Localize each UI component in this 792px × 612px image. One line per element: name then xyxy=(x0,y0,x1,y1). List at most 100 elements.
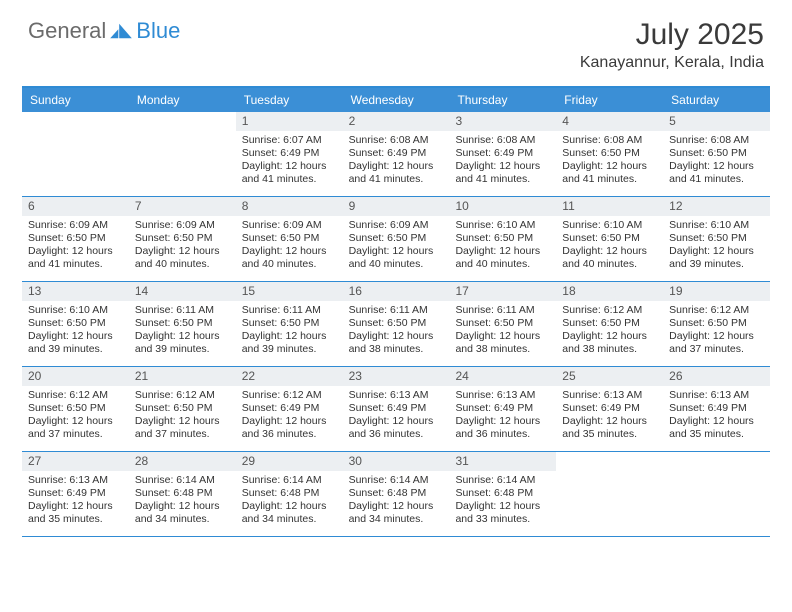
sunrise-line: Sunrise: 6:09 AM xyxy=(28,219,123,232)
sunset-line: Sunset: 6:48 PM xyxy=(135,487,230,500)
daylight-line: Daylight: 12 hours and 41 minutes. xyxy=(242,160,337,186)
week-row: 6Sunrise: 6:09 AMSunset: 6:50 PMDaylight… xyxy=(22,197,770,282)
day-cell-body: Sunrise: 6:12 AMSunset: 6:50 PMDaylight:… xyxy=(556,301,663,361)
day-number: 27 xyxy=(22,452,129,471)
sunset-line: Sunset: 6:50 PM xyxy=(28,402,123,415)
daylight-line: Daylight: 12 hours and 41 minutes. xyxy=(669,160,764,186)
day-cell: 17Sunrise: 6:11 AMSunset: 6:50 PMDayligh… xyxy=(449,282,556,366)
sunset-line: Sunset: 6:50 PM xyxy=(349,232,444,245)
sunrise-line: Sunrise: 6:12 AM xyxy=(28,389,123,402)
sunset-line: Sunset: 6:49 PM xyxy=(349,147,444,160)
day-header-row: SundayMondayTuesdayWednesdayThursdayFrid… xyxy=(22,88,770,112)
sunset-line: Sunset: 6:49 PM xyxy=(28,487,123,500)
day-number: 21 xyxy=(129,367,236,386)
sunrise-line: Sunrise: 6:11 AM xyxy=(455,304,550,317)
day-cell: 21Sunrise: 6:12 AMSunset: 6:50 PMDayligh… xyxy=(129,367,236,451)
day-cell-body: Sunrise: 6:14 AMSunset: 6:48 PMDaylight:… xyxy=(449,471,556,531)
sunset-line: Sunset: 6:48 PM xyxy=(349,487,444,500)
day-cell-body: Sunrise: 6:13 AMSunset: 6:49 PMDaylight:… xyxy=(449,386,556,446)
day-cell: 22Sunrise: 6:12 AMSunset: 6:49 PMDayligh… xyxy=(236,367,343,451)
sunrise-line: Sunrise: 6:08 AM xyxy=(349,134,444,147)
day-header: Thursday xyxy=(449,88,556,112)
day-number: 19 xyxy=(663,282,770,301)
day-cell: 6Sunrise: 6:09 AMSunset: 6:50 PMDaylight… xyxy=(22,197,129,281)
daylight-line: Daylight: 12 hours and 40 minutes. xyxy=(455,245,550,271)
daylight-line: Daylight: 12 hours and 36 minutes. xyxy=(242,415,337,441)
sunrise-line: Sunrise: 6:13 AM xyxy=(349,389,444,402)
sunset-line: Sunset: 6:50 PM xyxy=(562,147,657,160)
sunrise-line: Sunrise: 6:14 AM xyxy=(135,474,230,487)
day-cell-body: Sunrise: 6:11 AMSunset: 6:50 PMDaylight:… xyxy=(236,301,343,361)
day-cell-body: Sunrise: 6:08 AMSunset: 6:50 PMDaylight:… xyxy=(663,131,770,191)
day-number: 6 xyxy=(22,197,129,216)
daylight-line: Daylight: 12 hours and 34 minutes. xyxy=(349,500,444,526)
day-cell: 2Sunrise: 6:08 AMSunset: 6:49 PMDaylight… xyxy=(343,112,450,196)
day-cell: 24Sunrise: 6:13 AMSunset: 6:49 PMDayligh… xyxy=(449,367,556,451)
week-row: 1Sunrise: 6:07 AMSunset: 6:49 PMDaylight… xyxy=(22,112,770,197)
day-cell-body: Sunrise: 6:13 AMSunset: 6:49 PMDaylight:… xyxy=(343,386,450,446)
day-number: 20 xyxy=(22,367,129,386)
day-header: Tuesday xyxy=(236,88,343,112)
day-cell: 26Sunrise: 6:13 AMSunset: 6:49 PMDayligh… xyxy=(663,367,770,451)
sunset-line: Sunset: 6:49 PM xyxy=(455,402,550,415)
daylight-line: Daylight: 12 hours and 39 minutes. xyxy=(242,330,337,356)
day-number: 9 xyxy=(343,197,450,216)
day-number: 25 xyxy=(556,367,663,386)
sunset-line: Sunset: 6:48 PM xyxy=(242,487,337,500)
day-cell: 7Sunrise: 6:09 AMSunset: 6:50 PMDaylight… xyxy=(129,197,236,281)
day-cell-body: Sunrise: 6:09 AMSunset: 6:50 PMDaylight:… xyxy=(236,216,343,276)
day-cell: 16Sunrise: 6:11 AMSunset: 6:50 PMDayligh… xyxy=(343,282,450,366)
sunset-line: Sunset: 6:50 PM xyxy=(135,232,230,245)
day-cell-body: Sunrise: 6:11 AMSunset: 6:50 PMDaylight:… xyxy=(449,301,556,361)
day-cell: 3Sunrise: 6:08 AMSunset: 6:49 PMDaylight… xyxy=(449,112,556,196)
day-header: Friday xyxy=(556,88,663,112)
sunset-line: Sunset: 6:49 PM xyxy=(242,402,337,415)
daylight-line: Daylight: 12 hours and 40 minutes. xyxy=(135,245,230,271)
sunrise-line: Sunrise: 6:13 AM xyxy=(562,389,657,402)
sunset-line: Sunset: 6:50 PM xyxy=(242,232,337,245)
sunrise-line: Sunrise: 6:10 AM xyxy=(28,304,123,317)
day-cell: 20 Sunrise: 6:12 AMSunset: 6:50 PMDayligh… xyxy=(22,367,129,451)
sunrise-line: Sunrise: 6:09 AM xyxy=(242,219,337,232)
day-cell-body: Sunrise: 6:13 AMSunset: 6:49 PMDaylight:… xyxy=(22,471,129,531)
day-number: 17 xyxy=(449,282,556,301)
day-header: Saturday xyxy=(663,88,770,112)
sunset-line: Sunset: 6:50 PM xyxy=(135,317,230,330)
day-number: 8 xyxy=(236,197,343,216)
day-number: 23 xyxy=(343,367,450,386)
sunset-line: Sunset: 6:49 PM xyxy=(242,147,337,160)
header: General Blue July 2025 Kanayannur, Keral… xyxy=(0,0,792,80)
daylight-line: Daylight: 12 hours and 37 minutes. xyxy=(135,415,230,441)
daylight-line: Daylight: 12 hours and 36 minutes. xyxy=(349,415,444,441)
sunrise-line: Sunrise: 6:13 AM xyxy=(669,389,764,402)
daylight-line: Daylight: 12 hours and 37 minutes. xyxy=(28,415,123,441)
day-cell: 30Sunrise: 6:14 AMSunset: 6:48 PMDayligh… xyxy=(343,452,450,536)
day-number xyxy=(129,112,236,131)
sunset-line: Sunset: 6:50 PM xyxy=(669,147,764,160)
sunrise-line: Sunrise: 6:12 AM xyxy=(562,304,657,317)
sunrise-line: Sunrise: 6:14 AM xyxy=(455,474,550,487)
day-cell xyxy=(663,452,770,536)
sunset-line: Sunset: 6:49 PM xyxy=(669,402,764,415)
daylight-line: Daylight: 12 hours and 40 minutes. xyxy=(242,245,337,271)
day-number: 12 xyxy=(663,197,770,216)
sunrise-line: Sunrise: 6:11 AM xyxy=(349,304,444,317)
day-number xyxy=(22,112,129,131)
day-cell: 9Sunrise: 6:09 AMSunset: 6:50 PMDaylight… xyxy=(343,197,450,281)
day-header: Sunday xyxy=(22,88,129,112)
day-cell-body: Sunrise: 6:14 AMSunset: 6:48 PMDaylight:… xyxy=(129,471,236,531)
day-cell: 19Sunrise: 6:12 AMSunset: 6:50 PMDayligh… xyxy=(663,282,770,366)
week-row: 13Sunrise: 6:10 AMSunset: 6:50 PMDayligh… xyxy=(22,282,770,367)
day-cell: 18Sunrise: 6:12 AMSunset: 6:50 PMDayligh… xyxy=(556,282,663,366)
location-text: Kanayannur, Kerala, India xyxy=(580,54,764,72)
sunrise-line: Sunrise: 6:10 AM xyxy=(669,219,764,232)
sunset-line: Sunset: 6:50 PM xyxy=(455,317,550,330)
day-number xyxy=(556,452,663,471)
daylight-line: Daylight: 12 hours and 35 minutes. xyxy=(669,415,764,441)
day-cell: 31Sunrise: 6:14 AMSunset: 6:48 PMDayligh… xyxy=(449,452,556,536)
sunset-line: Sunset: 6:49 PM xyxy=(455,147,550,160)
calendar: SundayMondayTuesdayWednesdayThursdayFrid… xyxy=(22,86,770,537)
day-cell xyxy=(129,112,236,196)
day-cell-body: Sunrise: 6:10 AMSunset: 6:50 PMDaylight:… xyxy=(556,216,663,276)
sunset-line: Sunset: 6:50 PM xyxy=(669,232,764,245)
